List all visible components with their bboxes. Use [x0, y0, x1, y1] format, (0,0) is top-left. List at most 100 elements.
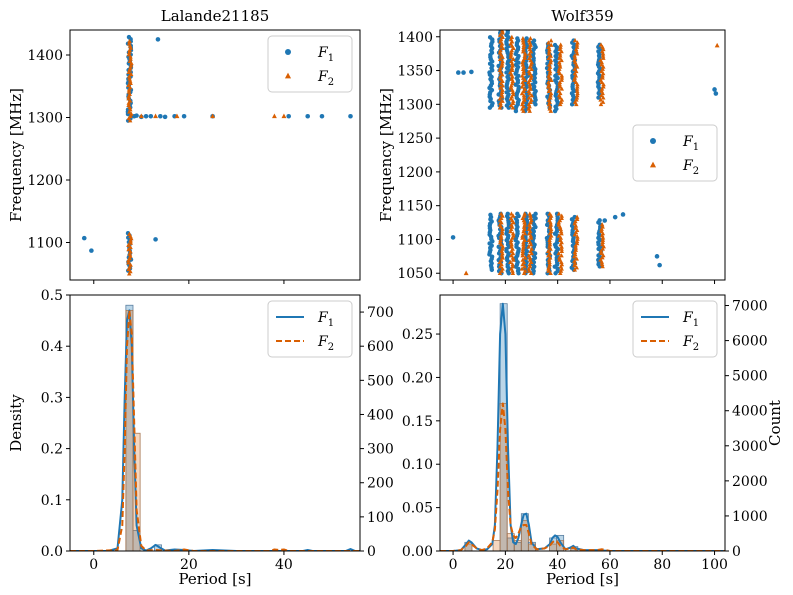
f2-point: [519, 84, 525, 89]
f2-point: [500, 87, 505, 92]
f2-point: [511, 45, 516, 51]
x-axis-label: Period [s]: [546, 570, 619, 588]
f2-point: [129, 111, 134, 116]
f2-point: [557, 53, 563, 58]
f2-point: [546, 79, 551, 85]
f2-point: [509, 81, 515, 86]
f1-point: [305, 113, 311, 119]
f2-point: [574, 64, 580, 69]
f2-point: [520, 99, 526, 105]
f2-point: [520, 66, 526, 72]
f2-point: [559, 239, 564, 245]
f2-point: [527, 239, 533, 245]
f2-point: [511, 56, 516, 62]
f2-point: [527, 104, 532, 109]
plot-area: [440, 302, 725, 551]
f1-cluster-10: [530, 38, 538, 107]
f2-point: [128, 244, 133, 250]
f2-point: [499, 72, 505, 77]
f2-point: [572, 77, 577, 82]
y2-axis-label: Count: [766, 400, 784, 446]
y2-tick-label: 7000: [732, 299, 768, 315]
x-tick-label: 100: [701, 557, 728, 573]
f2-point: [521, 224, 527, 229]
f2-point: [521, 104, 526, 109]
f2-point: [499, 261, 504, 267]
hist-bar-f2: [499, 403, 508, 551]
y-tick-label: 1200: [397, 165, 433, 181]
f2-point: [129, 60, 134, 66]
y2-tick-label: 600: [367, 339, 394, 355]
f2-point: [601, 55, 606, 60]
f2-point: [558, 235, 564, 240]
f2-point: [529, 246, 534, 251]
f2-point: [572, 38, 578, 43]
f2-point: [527, 224, 533, 229]
f2-point: [511, 220, 516, 225]
f2-point: [128, 45, 134, 50]
f2-point: [127, 38, 132, 44]
f2-point: [575, 90, 580, 96]
f2-point: [127, 43, 133, 48]
f1-point: [602, 218, 608, 223]
f2-point: [559, 231, 564, 236]
legend-subscript: 2: [328, 342, 334, 353]
f2-point: [528, 270, 534, 275]
f2-point: [498, 85, 503, 90]
legend-subscript: 2: [693, 166, 699, 177]
f1-point: [488, 212, 493, 218]
f2-point: [499, 89, 505, 95]
f1-point: [348, 113, 353, 119]
f2-point: [557, 84, 563, 89]
y-tick-label: 1200: [27, 173, 63, 189]
x-axis-label: Period [s]: [178, 570, 251, 588]
f2-point: [547, 75, 552, 80]
f2-point: [600, 75, 605, 80]
f1-point: [181, 113, 187, 119]
f2-point: [573, 73, 579, 78]
f2-point: [508, 85, 514, 90]
f2-point: [527, 257, 533, 262]
f2-point: [520, 246, 526, 251]
f2-point: [572, 232, 578, 237]
f1-point: [153, 237, 158, 242]
f2-point: [527, 77, 532, 83]
f2-point: [557, 60, 562, 65]
f2-point: [528, 213, 533, 218]
f2-point: [547, 259, 552, 264]
f2-point: [526, 95, 532, 100]
f2-point: [526, 68, 532, 74]
legend-subscript: 1: [693, 318, 699, 329]
f2-point: [510, 250, 516, 256]
f2-point: [574, 49, 579, 54]
f2-point: [497, 50, 503, 55]
f2-point: [509, 253, 514, 258]
f2-point: [128, 249, 133, 254]
f2-point: [127, 47, 132, 52]
f2-point: [546, 40, 551, 45]
f2-point: [498, 237, 503, 242]
f2-point: [600, 233, 605, 238]
f2-point: [557, 51, 563, 56]
f2-point: [128, 56, 133, 61]
f2-point: [508, 215, 514, 220]
f2-point: [598, 257, 603, 262]
f1-cluster-1: [487, 212, 495, 273]
f2-point: [500, 59, 505, 64]
f2-point: [600, 224, 605, 229]
f2-point: [511, 92, 516, 97]
f2-point: [528, 49, 534, 54]
f2-point: [548, 95, 553, 100]
f2-point: [558, 90, 563, 96]
f2-point: [509, 34, 515, 40]
f2-point: [574, 97, 579, 102]
f2-point: [509, 67, 515, 73]
f2-point: [575, 236, 580, 241]
f2-point: [510, 261, 515, 267]
y-tick-label: 0.5: [41, 288, 63, 304]
f2-point: [559, 244, 564, 249]
f2-point: [498, 81, 504, 86]
f2-point: [549, 77, 554, 83]
f2-point: [510, 105, 516, 110]
f2-point: [529, 66, 534, 72]
